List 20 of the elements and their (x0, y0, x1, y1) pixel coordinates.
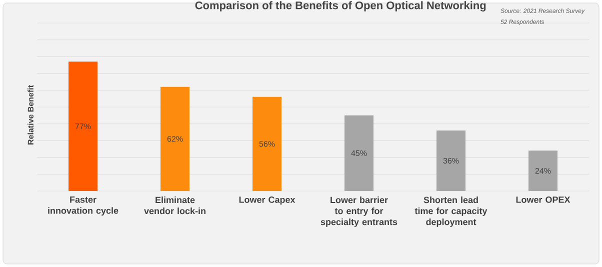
data-label: 45% (351, 150, 367, 156)
bar (344, 115, 374, 191)
bar (528, 150, 558, 191)
data-label: 36% (443, 158, 459, 164)
bar (68, 62, 98, 191)
bar (436, 130, 466, 191)
x-tick-label: Lower Capex (239, 196, 296, 205)
data-label: 62% (167, 136, 183, 142)
x-tick-label: Eliminate vendor lock-in (144, 196, 206, 214)
x-tick-label: Lower OPEX (516, 196, 570, 203)
data-label: 77% (75, 124, 91, 130)
chart-title: Comparison of the Benefits of Open Optical Networking (195, 1, 486, 12)
bar (252, 96, 282, 191)
x-tick-label: Lower barrier to entry for specialty entrants (320, 196, 398, 227)
bar (160, 86, 190, 191)
data-label: 24% (535, 168, 551, 174)
x-tick-label: Shorten lead time for capacity deployment (414, 196, 488, 227)
data-label: 56% (259, 141, 275, 147)
y-axis-title: Relative Benefit (28, 85, 34, 144)
x-tick-label: Faster innovation cycle (48, 196, 118, 216)
